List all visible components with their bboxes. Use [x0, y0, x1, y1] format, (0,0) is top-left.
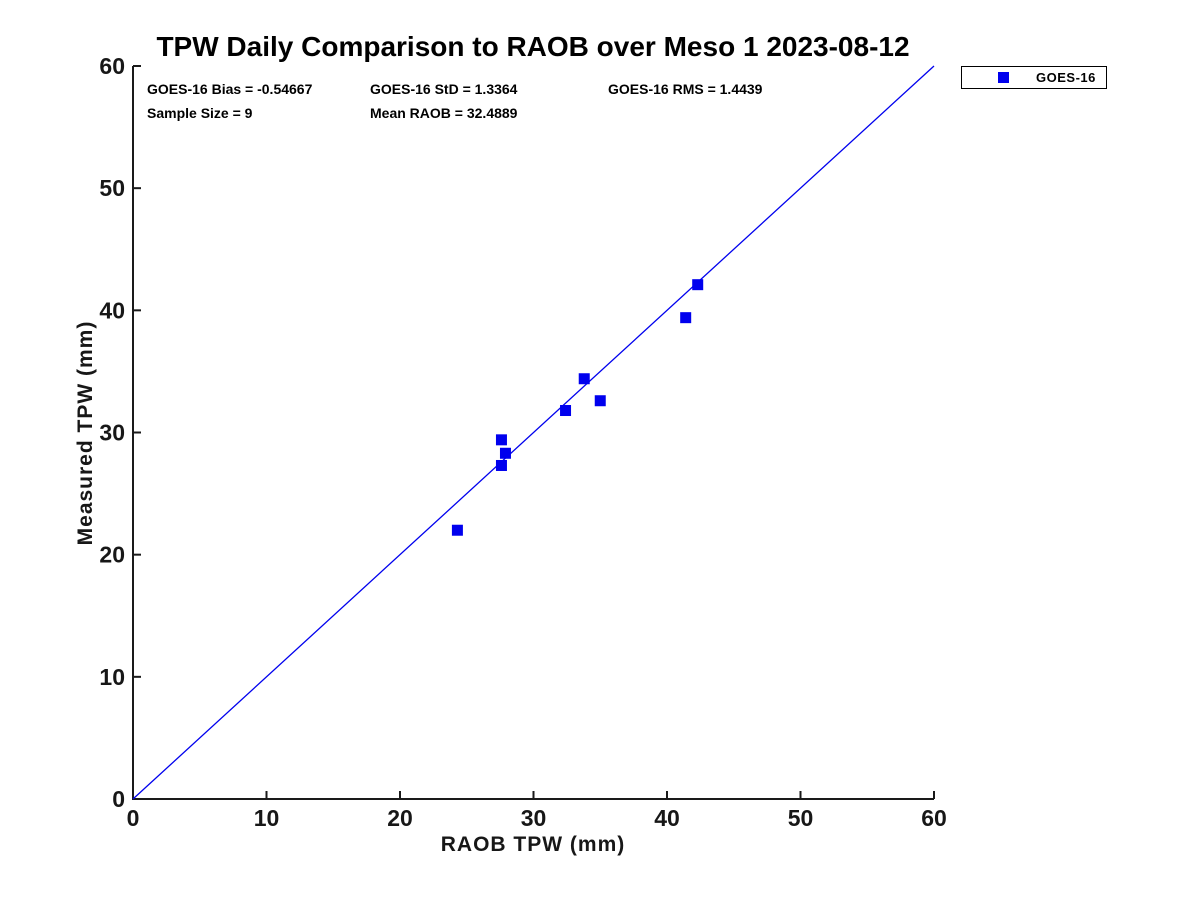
- y-tick-label: 0: [112, 786, 125, 812]
- y-tick-label: 30: [99, 420, 125, 446]
- y-tick-label: 10: [99, 664, 125, 690]
- x-axis-label: RAOB TPW (mm): [441, 833, 626, 856]
- stat-sample-size: Sample Size = 9: [147, 105, 253, 121]
- stat-std: GOES-16 StD = 1.3364: [370, 81, 518, 97]
- data-point: [560, 405, 572, 417]
- data-point: [680, 312, 692, 324]
- y-axis-label: Measured TPW (mm): [74, 321, 97, 546]
- y-tick-label: 50: [99, 175, 125, 201]
- x-tick-label: 20: [387, 805, 413, 831]
- data-point: [499, 447, 511, 459]
- data-point: [692, 279, 704, 291]
- identity-line: [132, 65, 935, 800]
- plot-area: 0 10 20 30 40 50 60 0 10 20 30 40 50 60: [99, 53, 946, 831]
- legend-square-marker-icon: [998, 72, 1009, 83]
- chart-title: TPW Daily Comparison to RAOB over Meso 1…: [156, 31, 909, 62]
- legend-box: GOES-16: [961, 66, 1107, 89]
- stat-bias: GOES-16 Bias = -0.54667: [147, 81, 313, 97]
- x-tick-label: 40: [654, 805, 680, 831]
- y-tick-label: 60: [99, 53, 125, 79]
- data-point: [594, 395, 606, 407]
- y-tick-label: 20: [99, 542, 125, 568]
- x-tick-label: 30: [521, 805, 547, 831]
- data-point: [495, 459, 507, 471]
- x-tick-label: 10: [254, 805, 280, 831]
- legend-series-label: GOES-16: [1036, 70, 1096, 85]
- x-tick-label: 50: [788, 805, 814, 831]
- stat-rms: GOES-16 RMS = 1.4439: [608, 81, 763, 97]
- stat-mean-raob: Mean RAOB = 32.4889: [370, 105, 518, 121]
- data-point: [495, 434, 507, 446]
- data-point: [578, 373, 590, 385]
- data-point: [451, 524, 463, 536]
- x-tick-label: 0: [127, 805, 140, 831]
- x-tick-label: 60: [921, 805, 947, 831]
- y-tick-label: 40: [99, 297, 125, 323]
